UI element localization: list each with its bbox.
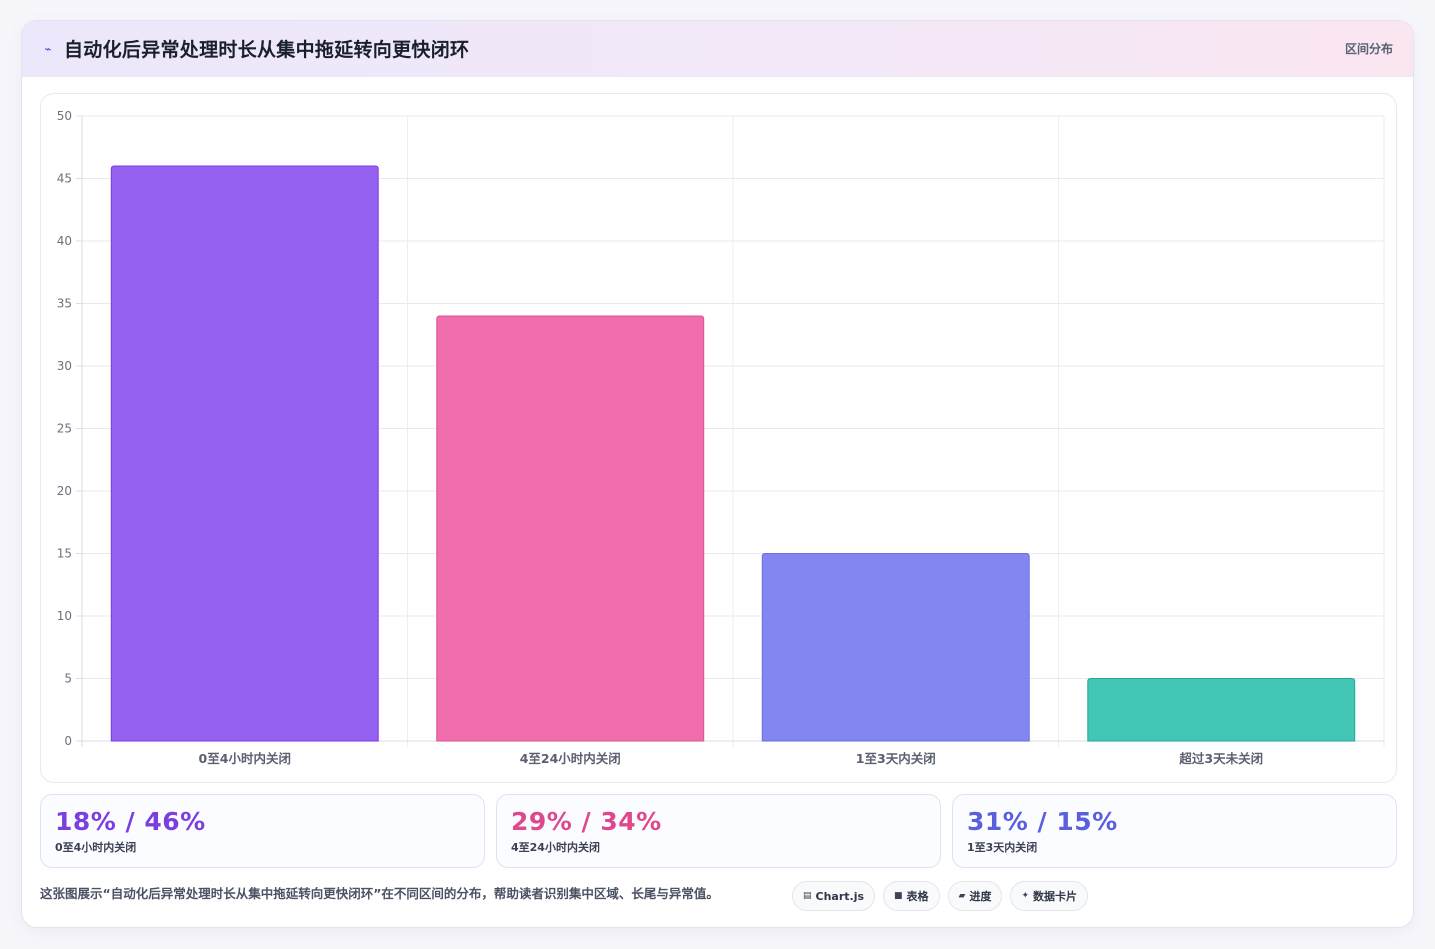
chart-icon: ▤ <box>803 891 812 901</box>
y-tick-label: 50 <box>57 109 72 123</box>
y-tick-label: 20 <box>57 484 72 498</box>
bar-chart: 0 5 10 15 20 25 30 35 40 45 50 0至4小时内关闭 4至24小时内关闭 1至3… <box>57 109 1385 766</box>
chart-card: ⌁ 自动化后异常处理时长从集中拖延转向更快闭环 区间分布 0 5 10 15 20 25 3… <box>21 20 1414 928</box>
y-tick-label: 10 <box>57 609 72 623</box>
card-title: 自动化后异常处理时长从集中拖延转向更快闭环 <box>64 39 470 61</box>
stat-value: 29% / 34% <box>511 807 662 836</box>
stat-label: 0至4小时内关闭 <box>55 841 137 854</box>
y-tick-label: 25 <box>57 422 72 436</box>
y-tick-label: 5 <box>64 672 72 686</box>
header-tag: 区间分布 <box>1344 42 1393 56</box>
x-tick-label: 0至4小时内关闭 <box>199 751 291 766</box>
y-tick-label: 15 <box>57 547 72 561</box>
y-tick-label: 35 <box>57 297 72 311</box>
bar[interactable] <box>436 315 705 742</box>
sparkle-icon: ✦ <box>1021 891 1030 901</box>
bar[interactable] <box>761 553 1030 742</box>
chip-label: 数据卡片 <box>1033 890 1078 903</box>
tech-chips: ▤ Chart.js ■ 表格 ▰ 进度 ✦ 数据卡片 <box>792 881 1089 911</box>
progress-icon: ▰ <box>958 891 966 901</box>
bar[interactable] <box>1087 678 1356 742</box>
stat-cards: 18% / 46% 0至4小时内关闭 29% / 34% 4至24小时内关闭 3… <box>40 794 1397 868</box>
trend-icon: ⌁ <box>44 41 52 56</box>
chip-progress[interactable]: ▰ 进度 <box>947 881 1003 911</box>
stat-value: 31% / 15% <box>967 807 1118 836</box>
x-tick-label: 4至24小时内关闭 <box>520 751 621 766</box>
chip-data-card[interactable]: ✦ 数据卡片 <box>1010 881 1089 911</box>
stat-card: 18% / 46% 0至4小时内关闭 <box>40 794 485 868</box>
card-header: ⌁ 自动化后异常处理时长从集中拖延转向更快闭环 区间分布 <box>22 21 1413 77</box>
y-tick-label: 45 <box>57 172 72 186</box>
chart-description: 这张图展示“自动化后异常处理时长从集中拖延转向更快闭环”在不同区间的分布，帮助读… <box>40 885 719 901</box>
stat-value: 18% / 46% <box>55 807 206 836</box>
stat-label: 4至24小时内关闭 <box>511 841 600 854</box>
bar[interactable] <box>110 165 379 742</box>
chip-label: 进度 <box>969 890 992 903</box>
chart-container: 0 5 10 15 20 25 30 35 40 45 50 0至4小时内关闭 4至24小时内关闭 1至3… <box>40 93 1397 783</box>
chip-label: 表格 <box>906 890 929 903</box>
card-footer: 这张图展示“自动化后异常处理时长从集中拖延转向更快闭环”在不同区间的分布，帮助读… <box>40 878 1397 914</box>
stat-label: 1至3天内关闭 <box>967 841 1038 854</box>
x-tick-label: 超过3天未关闭 <box>1178 751 1263 766</box>
table-icon: ■ <box>894 891 903 901</box>
stat-card: 31% / 15% 1至3天内关闭 <box>952 794 1397 868</box>
y-tick-label: 40 <box>57 234 72 248</box>
y-tick-label: 0 <box>64 734 72 748</box>
y-tick-label: 30 <box>57 359 72 373</box>
chip-table[interactable]: ■ 表格 <box>883 881 940 911</box>
chip-chartjs[interactable]: ▤ Chart.js <box>792 881 876 911</box>
stat-card: 29% / 34% 4至24小时内关闭 <box>496 794 941 868</box>
chip-label: Chart.js <box>815 889 865 903</box>
x-tick-label: 1至3天内关闭 <box>856 751 936 766</box>
